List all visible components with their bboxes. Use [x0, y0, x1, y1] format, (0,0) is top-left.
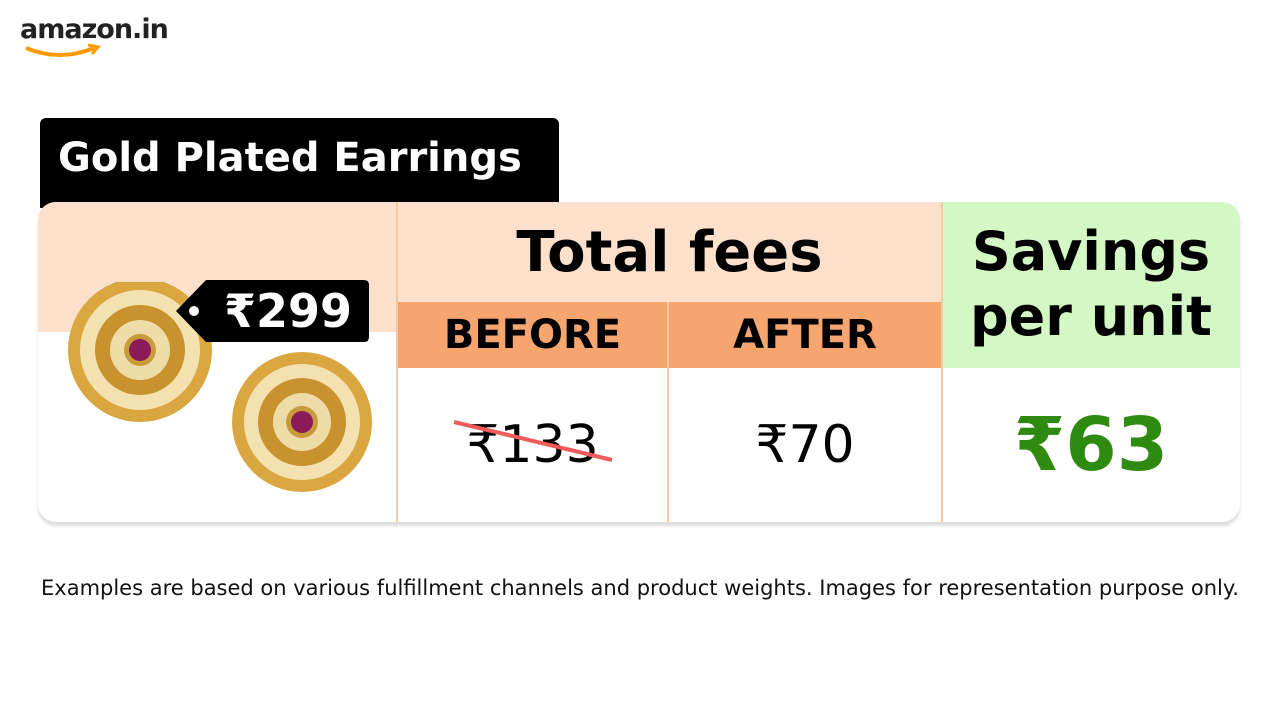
fees-header: Total fees [397, 202, 942, 302]
divider [396, 202, 398, 522]
strike [453, 420, 613, 462]
savings-value: ₹63 [1013, 402, 1169, 488]
price: ₹299 [223, 284, 353, 338]
after-value: ₹70 [755, 415, 855, 475]
before-header: BEFORE [397, 302, 668, 368]
before-value: ₹133 [466, 415, 599, 475]
price-tag [176, 280, 369, 342]
logo-smile [25, 43, 101, 57]
card: Total fees BEFORE AFTER Savings per unit… [38, 202, 1240, 522]
earrings-image [68, 282, 372, 492]
product-title: Gold Plated Earrings [40, 118, 559, 208]
savings-header: Savings per unit [942, 202, 1240, 368]
after-header: AFTER [668, 302, 942, 368]
divider [667, 302, 669, 522]
logo: amazon.in [20, 14, 169, 45]
footnote: Examples are based on various fulfillmen… [41, 576, 1239, 600]
divider [941, 202, 943, 522]
